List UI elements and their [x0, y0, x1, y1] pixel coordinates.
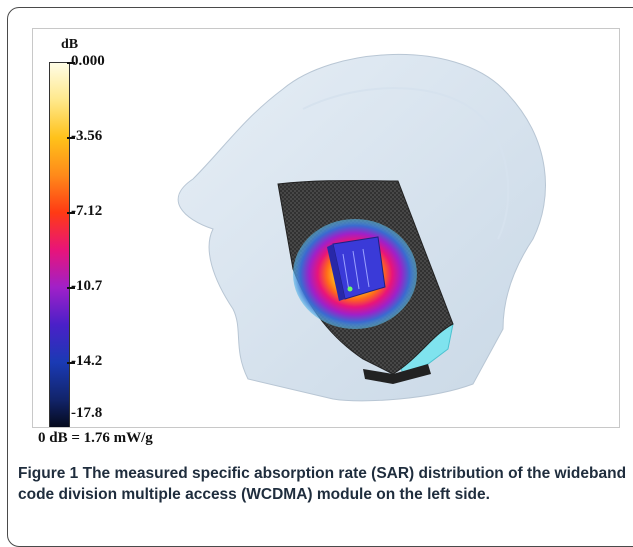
- colorbar-unit: dB: [61, 37, 79, 52]
- colorbar-tick-label: -7.12: [71, 203, 103, 219]
- slab-edge: [363, 364, 431, 384]
- colorbar-tick-mark: [67, 362, 75, 364]
- head-contour: [302, 87, 510, 240]
- sar-plot-area: dB 0.000 -3.56 -7.12 -10.7 -14.2 -17.8: [32, 28, 620, 428]
- colorbar-tick-mark: [67, 137, 75, 139]
- caption-label: Figure 1: [18, 465, 79, 482]
- module-line: [352, 250, 360, 290]
- head-model-scene: [177, 53, 546, 402]
- colorbar-tick-mark: [67, 287, 75, 289]
- colorbar-tick-label: -14.2: [71, 353, 103, 369]
- figure-caption: Figure 1 The measured specific absorptio…: [18, 463, 628, 505]
- feed-point: [347, 286, 353, 292]
- module-side: [327, 244, 345, 301]
- wcdma-module: [332, 236, 386, 300]
- module-line: [362, 248, 370, 288]
- colorbar-tick-label: -17.8: [71, 405, 103, 421]
- figure-frame: dB 0.000 -3.56 -7.12 -10.7 -14.2 -17.8 0…: [7, 7, 633, 547]
- colorbar-tick-label: 0.000: [71, 53, 105, 69]
- colorbar-tick-mark: [67, 62, 75, 64]
- colorbar-tick-label: -3.56: [71, 128, 103, 144]
- caption-text: The measured specific absorption rate (S…: [18, 465, 627, 503]
- colorbar-tick-label: -10.7: [71, 278, 103, 294]
- colorbar-tick-mark: [67, 212, 75, 214]
- reference-note: 0 dB = 1.76 mW/g: [38, 430, 153, 446]
- module-line: [342, 253, 350, 292]
- colorbar: [49, 62, 70, 427]
